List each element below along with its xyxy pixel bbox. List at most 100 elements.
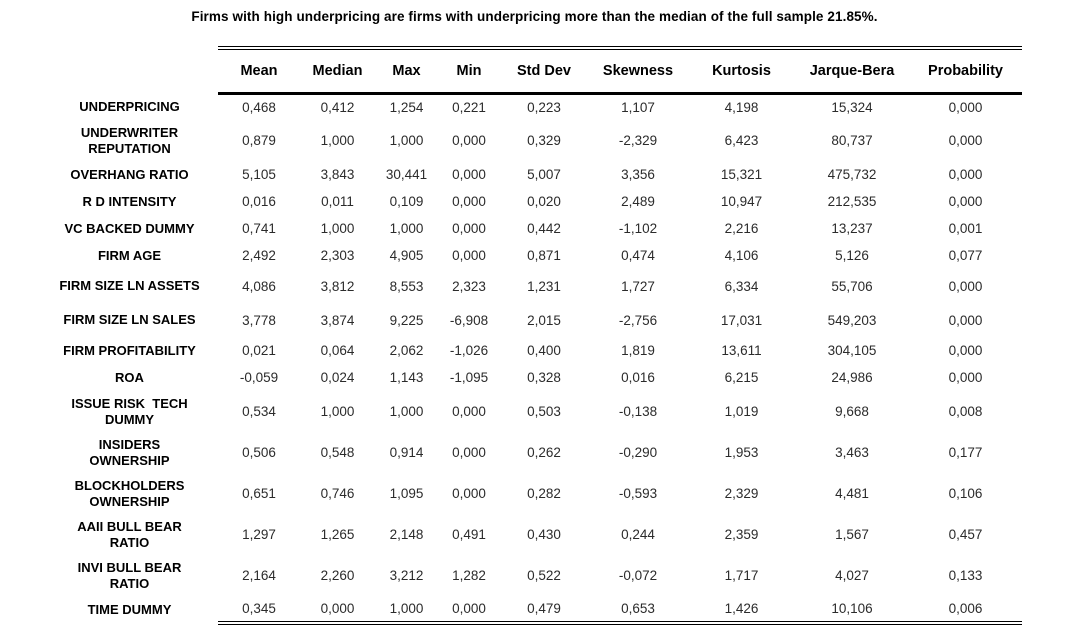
table-cell: 1,819: [621, 343, 655, 358]
table-cell: 0,000: [438, 596, 500, 625]
table-cell: 1,426: [688, 596, 795, 625]
table-cell: 0,006: [909, 596, 1022, 625]
table-cell: 0,000: [300, 596, 375, 625]
table-row: ISSUE RISK TECH DUMMY 0,534 1,000 1,000 0,00…: [45, 391, 1022, 432]
table-cell: 0,282: [527, 486, 561, 501]
table-cell: 0,000: [948, 194, 983, 209]
table-cell: 0,016: [621, 370, 655, 385]
table-cell: 0,000: [948, 343, 983, 358]
table-cell: 0,008: [948, 404, 983, 419]
table-cell: 0,223: [527, 99, 561, 115]
table-cell: 6,423: [724, 133, 759, 148]
row-label: FIRM AGE: [97, 247, 162, 263]
table-cell: 0,474: [621, 248, 655, 263]
table-cell: 0,000: [452, 486, 486, 501]
table-cell: -2,756: [618, 312, 658, 328]
table-cell: 9,668: [835, 404, 869, 419]
table-cell: 0,506: [242, 445, 276, 460]
table-cell: 2,489: [621, 194, 655, 209]
table-cell: 1,000: [320, 133, 355, 148]
table-cell: 4,905: [389, 248, 424, 263]
table-cell: 3,212: [389, 568, 424, 583]
table-cell: 0,000: [452, 248, 486, 263]
table-cell: 10,106: [795, 596, 909, 625]
table-cell: -0,138: [618, 404, 658, 419]
row-label: BLOCKHOLDERS OWNERSHIP: [74, 478, 185, 509]
table-cell: 0,651: [242, 486, 276, 501]
table-cell: 1,953: [724, 445, 759, 460]
table-cell: 2,148: [389, 527, 424, 542]
table-cell: 0,064: [320, 343, 355, 358]
table-cell: 0,262: [527, 445, 561, 460]
table-row: R D INTENSITY 0,016 0,011 0,109 0,000 0,020 2,…: [45, 188, 1022, 215]
row-label: FIRM SIZE LN SALES: [63, 312, 196, 328]
table-cell: 0,442: [527, 221, 561, 236]
column-header-std-dev: Std Dev: [500, 46, 588, 95]
table-cell: 1,282: [452, 568, 486, 583]
table-cell: 5,105: [242, 167, 276, 182]
table-cell: 0,503: [527, 404, 561, 419]
row-label: UNDERWRITER REPUTATION: [80, 125, 179, 156]
table-cell: 24,986: [831, 370, 873, 385]
table-cell: 4,086: [242, 278, 276, 294]
table-cell: 1,231: [527, 278, 561, 294]
table-cell: -1,026: [449, 343, 489, 358]
table-caption: Firms with high underpricing are firms w…: [191, 9, 878, 24]
table-cell: 475,732: [827, 167, 877, 182]
table-cell: 0,016: [242, 194, 276, 209]
table-cell: 2,303: [320, 248, 355, 263]
column-header-mean: Mean: [218, 46, 300, 95]
table-cell: 3,356: [621, 167, 655, 182]
row-label: UNDERPRICING: [79, 98, 180, 114]
table-row: TIME DUMMY 0,345 0,000 1,000 0,000 0,479 0,653…: [45, 596, 1022, 625]
table-cell: 4,106: [724, 248, 759, 263]
table-cell: 0,000: [948, 370, 983, 385]
table-cell: 1,143: [389, 370, 424, 385]
table-body: UNDERPRICING 0,468 0,412 1,254 0,221 0,223 1,1…: [45, 93, 1022, 625]
table-cell: 1,717: [724, 568, 759, 583]
table-cell: -6,908: [449, 312, 489, 328]
table-cell: 0,871: [527, 248, 561, 263]
row-label: R D INTENSITY: [82, 193, 177, 209]
table-cell: 15,321: [720, 167, 763, 182]
table-cell: 2,062: [389, 343, 424, 358]
table-cell: 3,812: [320, 278, 355, 294]
row-label: FIRM PROFITABILITY: [63, 342, 196, 358]
table-cell: 0,412: [320, 99, 355, 115]
table-cell: 0,548: [320, 445, 355, 460]
table-row: INSIDERS OWNERSHIP 0,506 0,548 0,914 0,000 0,…: [45, 432, 1022, 473]
column-header-probability: Probability: [909, 46, 1022, 95]
table-cell: 0,491: [452, 527, 486, 542]
table-cell: 0,746: [320, 486, 355, 501]
table-cell: 0,000: [948, 312, 983, 328]
table-cell: 0,021: [242, 343, 276, 358]
table-cell: 1,254: [389, 99, 424, 115]
table-cell: 10,947: [720, 194, 763, 209]
table-cell: -1,102: [618, 221, 658, 236]
table-row: ROA -0,059 0,024 1,143 -1,095 0,328 0,016 6,215…: [45, 364, 1022, 391]
table-cell: 30,441: [385, 167, 428, 182]
table-row: FIRM SIZE LN ASSETS 4,086 3,812 8,553 2,323 1…: [45, 269, 1022, 303]
table-cell: 1,107: [621, 99, 655, 115]
descriptive-stats-table: Mean Median Max Min Std Dev Skewness Kur…: [45, 46, 1022, 625]
table-row: AAII BULL BEAR RATIO 1,297 1,265 2,148 0,491…: [45, 514, 1022, 555]
table-cell: 1,000: [320, 404, 355, 419]
table-cell: -0,072: [618, 568, 658, 583]
table-cell: 0,109: [389, 194, 424, 209]
table-cell: 4,198: [724, 99, 759, 115]
table-cell: 0,457: [948, 527, 983, 542]
table-cell: 0,479: [500, 596, 588, 625]
table-cell: 0,000: [452, 221, 486, 236]
table-cell: 2,260: [320, 568, 355, 583]
table-cell: 0,000: [948, 133, 983, 148]
table-cell: 212,535: [827, 194, 877, 209]
table-cell: 0,000: [948, 99, 983, 115]
table-cell: 8,553: [389, 278, 424, 294]
table-cell: 1,000: [375, 596, 438, 625]
table-cell: 0,914: [389, 445, 424, 460]
table-cell: 6,334: [724, 278, 759, 294]
table-cell: 2,323: [452, 278, 486, 294]
table-row: UNDERPRICING 0,468 0,412 1,254 0,221 0,223 1,1…: [45, 93, 1022, 120]
table-cell: 0,468: [242, 99, 276, 115]
